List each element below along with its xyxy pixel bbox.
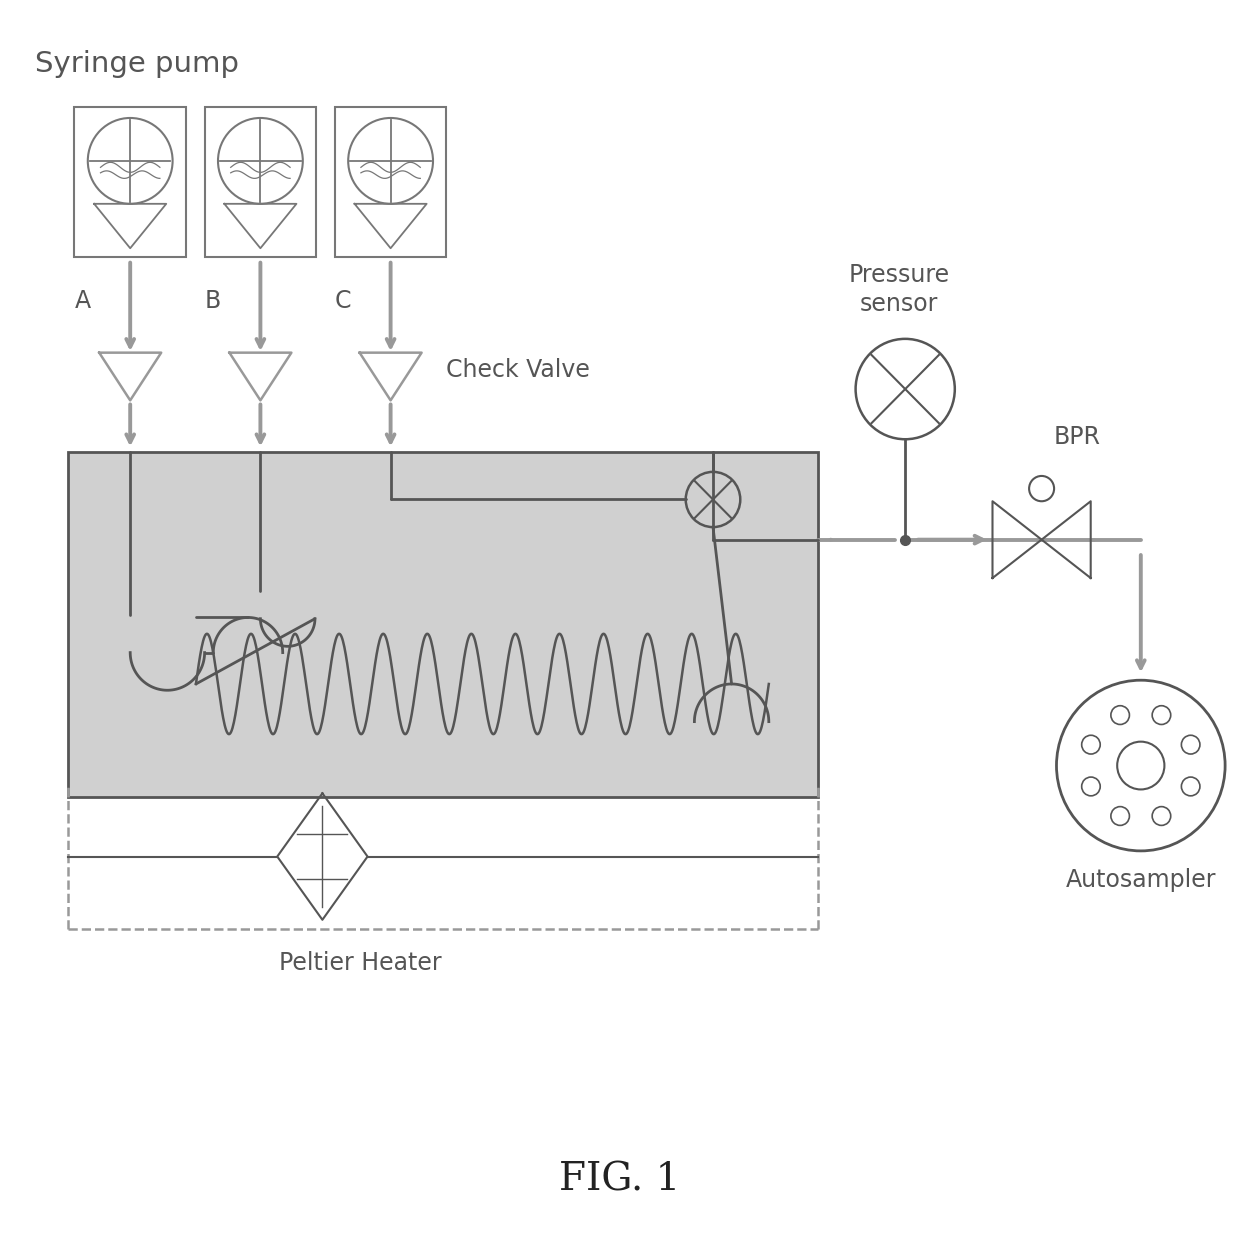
Text: FIG. 1: FIG. 1 [559, 1161, 681, 1199]
Text: C: C [335, 289, 351, 314]
Bar [74, 107, 186, 257]
Text: Check Valve: Check Valve [446, 358, 590, 383]
Text: A: A [74, 289, 91, 314]
Text: BPR: BPR [1054, 425, 1101, 449]
Text: Syringe pump: Syringe pump [35, 50, 239, 78]
Text: Peltier Heater: Peltier Heater [279, 951, 441, 975]
Bar [68, 452, 818, 797]
Bar [335, 107, 446, 257]
Text: Autosampler: Autosampler [1065, 868, 1216, 892]
Text: B: B [205, 289, 221, 314]
Bar [205, 107, 316, 257]
Text: Pressure
sensor: Pressure sensor [848, 262, 950, 316]
